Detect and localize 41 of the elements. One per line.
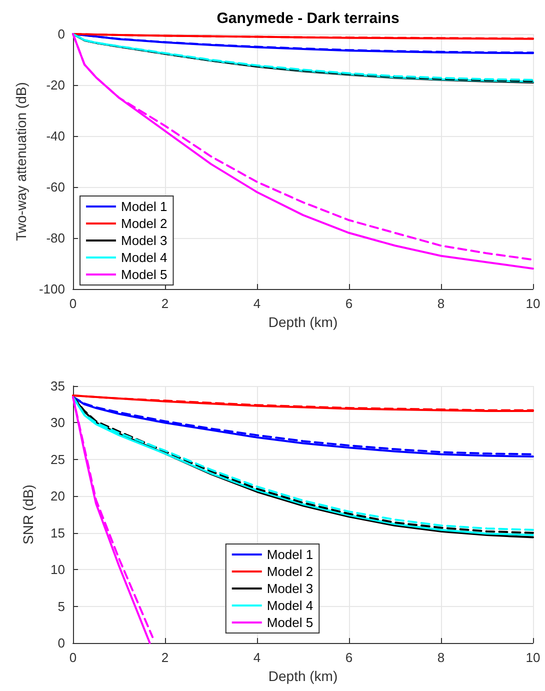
y-tick-label: 0 (58, 26, 65, 42)
y-tick-label: -100 (38, 282, 65, 296)
x-tick-label: 4 (253, 296, 261, 311)
y-tick-label: 15 (50, 525, 65, 540)
x-axis-title: Depth (km) (268, 314, 338, 330)
x-tick-label: 10 (526, 650, 540, 665)
y-tick-label: 25 (50, 452, 65, 467)
legend-label: Model 4 (121, 250, 168, 265)
legend-label: Model 1 (121, 199, 168, 214)
x-tick-label: 8 (437, 296, 445, 311)
legend-label: Model 2 (121, 216, 168, 231)
x-tick-label: 0 (69, 296, 77, 311)
legend-label: Model 5 (266, 615, 314, 630)
y-tick-label: 5 (58, 598, 65, 614)
y-axis-title: Two-way attenuation (dB) (13, 82, 30, 241)
legend-label: Model 1 (266, 547, 314, 562)
x-tick-label: 6 (345, 296, 353, 311)
legend-label: Model 2 (266, 564, 314, 579)
y-tick-label: 35 (50, 378, 65, 394)
x-tick-label: 10 (526, 296, 540, 311)
x-tick-label: 8 (437, 650, 445, 665)
y-tick-label: 10 (50, 562, 65, 578)
chart-title: Ganymede - Dark terrains (216, 10, 400, 27)
x-axis-title: Depth (km) (268, 668, 338, 684)
x-tick-label: 2 (161, 296, 169, 311)
legend-label: Model 3 (121, 233, 168, 248)
y-tick-label: -40 (46, 128, 65, 144)
legend-label: Model 5 (121, 267, 168, 282)
y-tick-label: 20 (50, 488, 65, 504)
x-tick-label: 0 (69, 650, 77, 665)
x-tick-label: 4 (253, 650, 261, 665)
x-tick-label: 6 (345, 650, 353, 665)
y-tick-label: -20 (46, 78, 65, 92)
y-axis-title: SNR (dB) (20, 484, 36, 544)
y-tick-label: -60 (46, 180, 65, 194)
y-tick-label: -80 (46, 230, 65, 246)
y-tick-label: 30 (50, 415, 65, 430)
x-tick-label: 2 (161, 650, 169, 665)
legend-label: Model 3 (266, 581, 314, 596)
y-tick-label: 0 (58, 636, 65, 650)
legend-label: Model 4 (266, 598, 314, 613)
